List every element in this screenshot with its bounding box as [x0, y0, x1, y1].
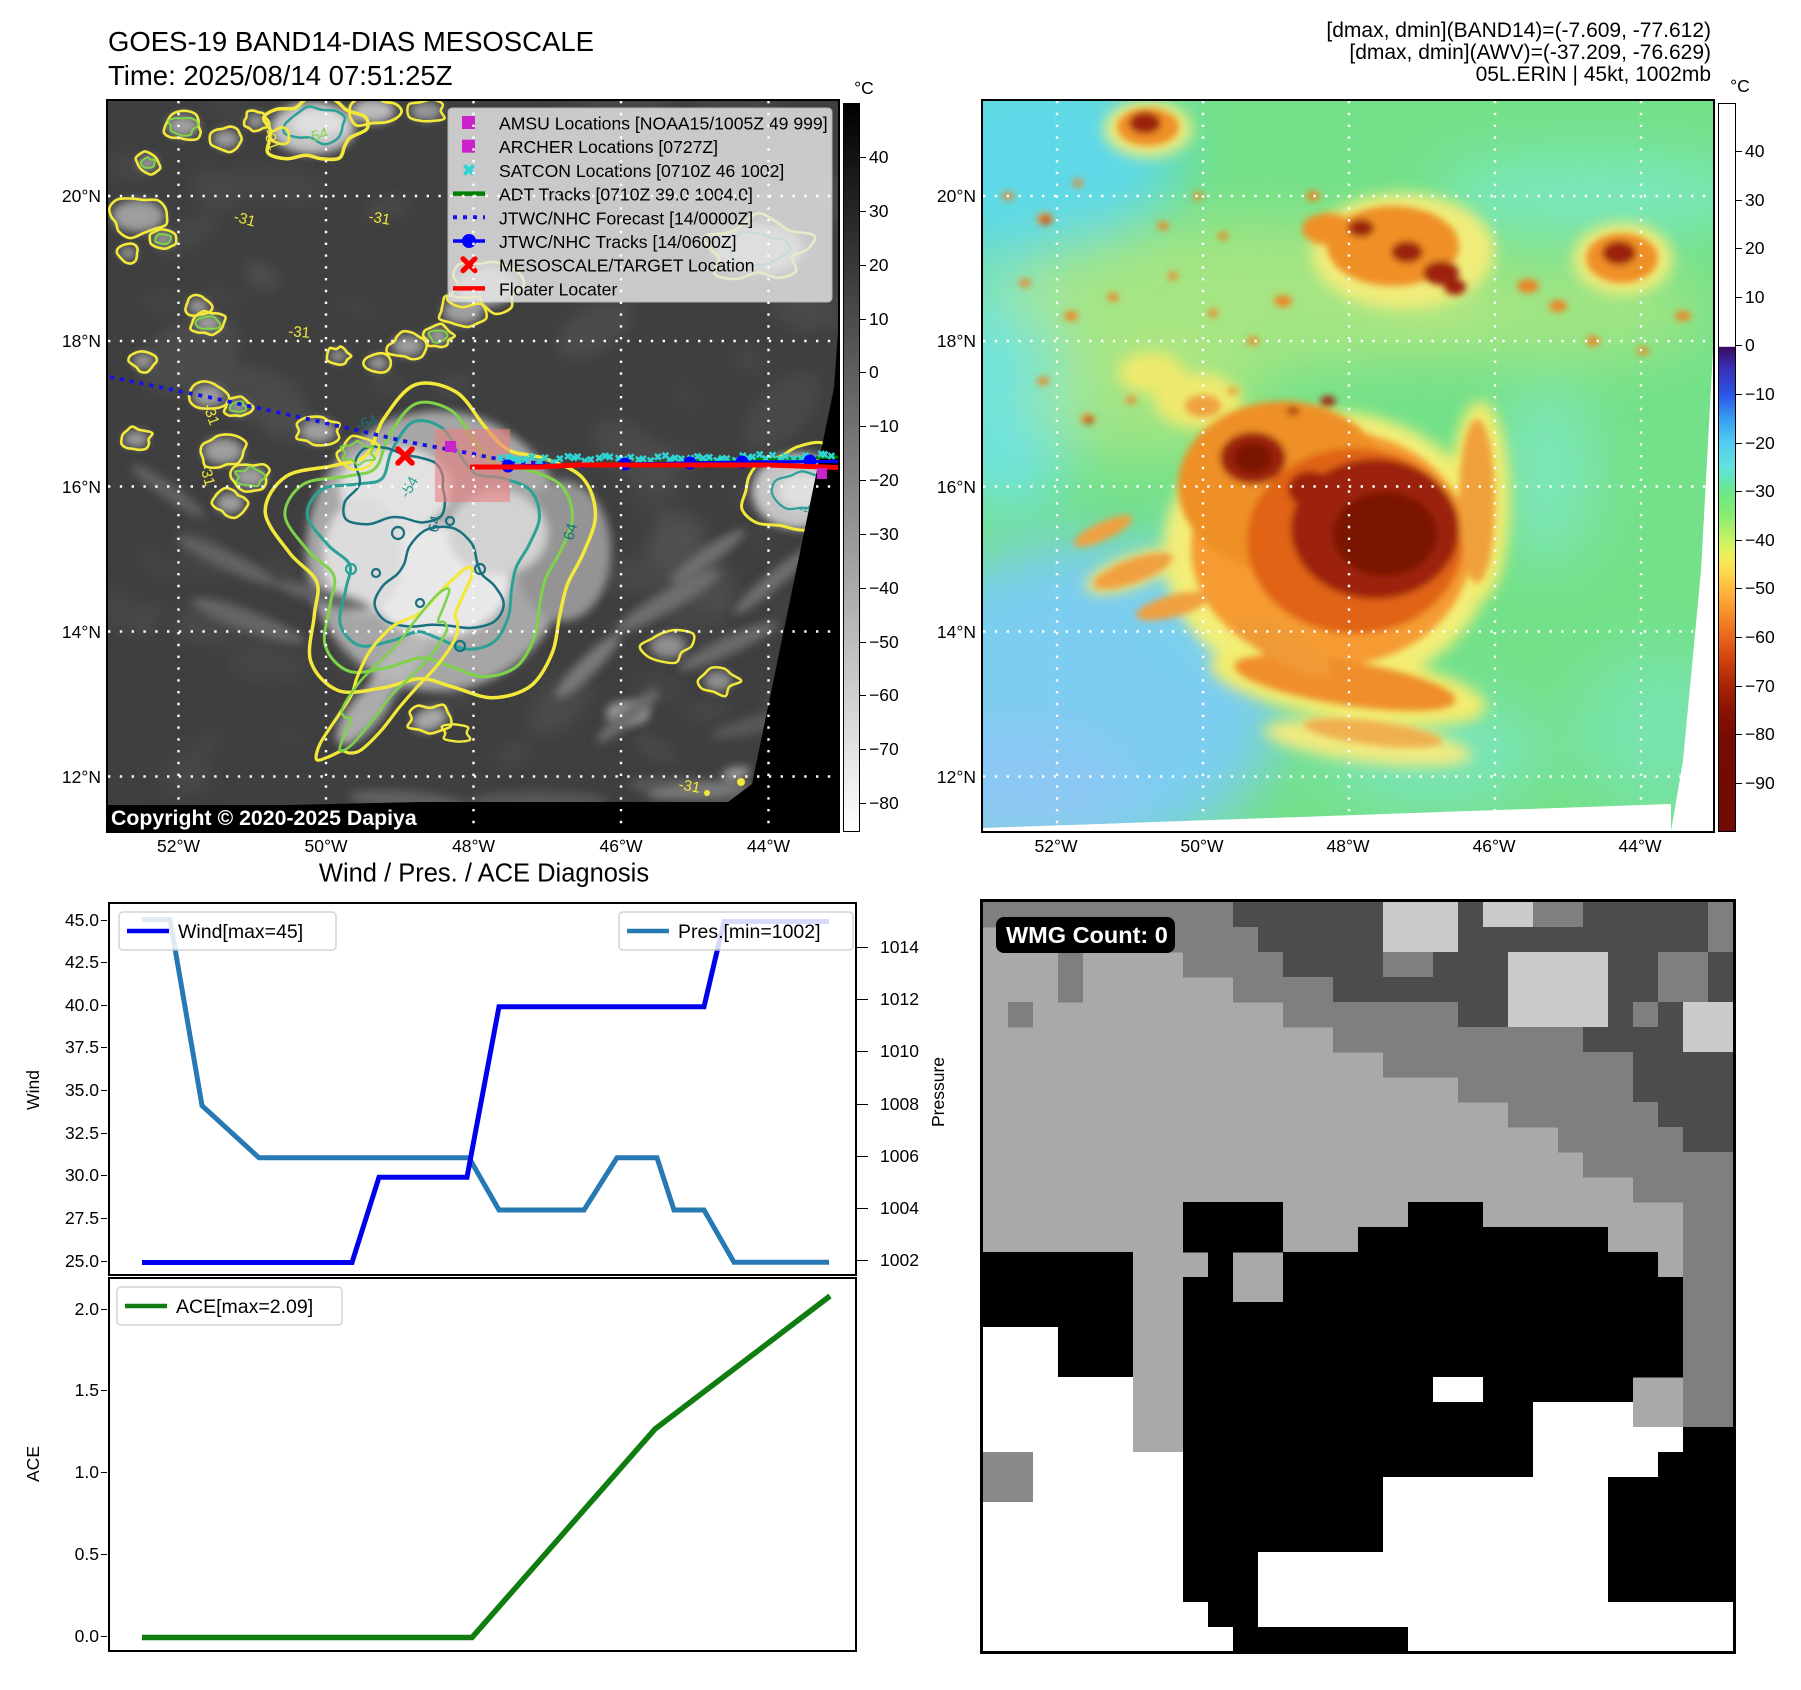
svg-text:-54: -54	[305, 125, 330, 147]
svg-text:64: 64	[425, 514, 445, 533]
svg-text:-31: -31	[259, 127, 282, 153]
svg-text:-31: -31	[288, 323, 311, 342]
svg-text:ACE[max=2.09]: ACE[max=2.09]	[176, 1296, 313, 1318]
svg-text:WMG Count: 0: WMG Count: 0	[1006, 922, 1168, 948]
svg-text:-31: -31	[367, 208, 391, 229]
svg-text:JTWC/NHC Tracks [14/0600Z]: JTWC/NHC Tracks [14/0600Z]	[499, 232, 737, 252]
svg-text:SATCON Locations [0710Z 46 100: SATCON Locations [0710Z 46 1002]	[499, 161, 784, 181]
svg-text:Floater Locater: Floater Locater	[499, 279, 617, 299]
svg-text:MESOSCALE/TARGET Location: MESOSCALE/TARGET Location	[499, 256, 755, 276]
svg-text:ADT Tracks [0710Z 39.0 1004.0]: ADT Tracks [0710Z 39.0 1004.0]	[499, 185, 753, 205]
svg-text:-31: -31	[196, 463, 218, 488]
svg-text:-31: -31	[232, 208, 257, 230]
svg-text:-64: -64	[354, 411, 380, 434]
svg-text:Wind[max=45]: Wind[max=45]	[178, 921, 303, 943]
svg-text:ARCHER Locations [0727Z]: ARCHER Locations [0727Z]	[499, 137, 718, 157]
svg-text:AMSU Locations [NOAA15/1005Z 4: AMSU Locations [NOAA15/1005Z 49 999]	[499, 114, 828, 134]
svg-text:Pres.[min=1002]: Pres.[min=1002]	[678, 921, 821, 943]
svg-text:-31: -31	[199, 402, 222, 428]
svg-text:Copyright © 2020-2025 Dapiya: Copyright © 2020-2025 Dapiya	[111, 806, 417, 830]
svg-text:-31: -31	[677, 776, 701, 797]
svg-text:64: 64	[560, 522, 581, 543]
svg-text:JTWC/NHC Forecast [14/0000Z]: JTWC/NHC Forecast [14/0000Z]	[499, 208, 753, 228]
